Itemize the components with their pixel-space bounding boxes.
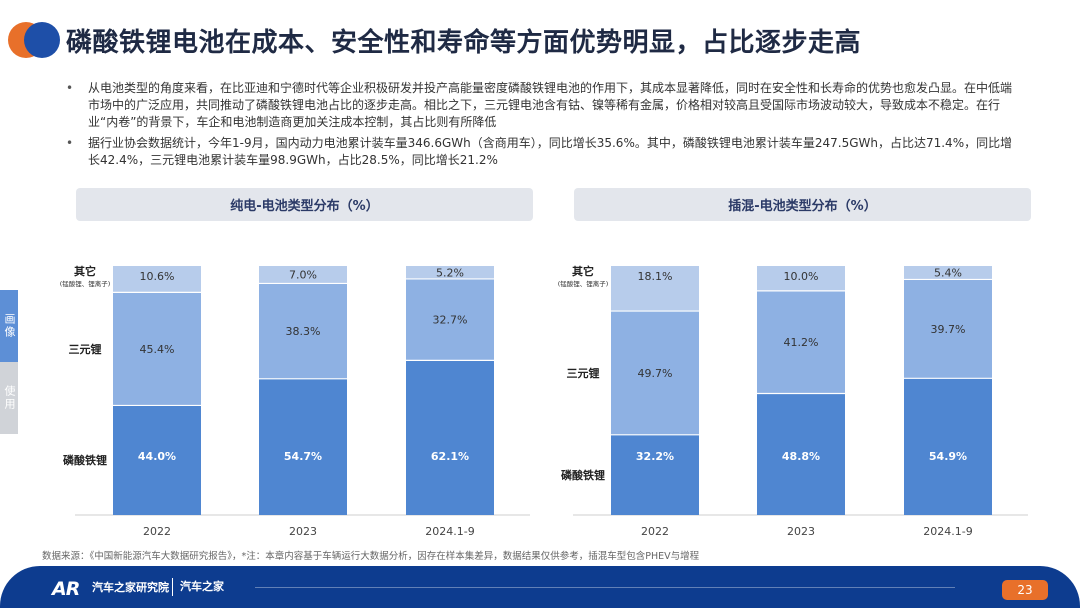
- data-label: 7.0%: [289, 269, 317, 282]
- bev-stacked-bar-chart: 44.0% 45.4% 10.6% 2022 54.7% 38.3% 7.0% 2023 62.…: [60, 264, 530, 538]
- bar-segment: [757, 266, 845, 291]
- data-label: 38.3%: [286, 325, 321, 338]
- bar-segment: [611, 434, 699, 515]
- data-label: 10.0%: [784, 270, 819, 283]
- data-label: 44.0%: [138, 450, 176, 463]
- bullet-list: 从电池类型的角度来看，在比亚迪和宁德时代等企业积极研发并投产高能量密度磷酸铁锂电…: [62, 80, 1022, 173]
- data-label: 10.6%: [140, 270, 175, 283]
- side-tab-portrait[interactable]: 画像: [0, 290, 18, 362]
- data-label: 32.7%: [433, 314, 468, 327]
- blue-dot-icon: [24, 22, 60, 58]
- data-label: 54.9%: [929, 450, 967, 463]
- bar-segment: [406, 278, 494, 361]
- bev-chart-title: 纯电-电池类型分布（%）: [76, 188, 533, 221]
- phev-chart-title: 插混-电池类型分布（%）: [574, 188, 1031, 221]
- bar-segment: [113, 405, 201, 515]
- data-label: 39.7%: [931, 323, 966, 336]
- x-tick-label: 2024.1-9: [425, 525, 474, 538]
- series-note: (锰酸锂、锂离子): [60, 279, 111, 288]
- bullet-item: 据行业协会数据统计，今年1-9月，国内动力电池累计装车量346.6GWh（含商用…: [62, 135, 1022, 169]
- footer-divider: [172, 578, 173, 596]
- footer-bar: AR 汽车之家研究院 汽车之家 23: [0, 566, 1080, 608]
- x-tick-label: 2023: [289, 525, 317, 538]
- series-label: 三元锂: [69, 342, 102, 356]
- data-label: 5.2%: [436, 266, 464, 279]
- data-label: 5.4%: [934, 267, 962, 280]
- bar-segment: [113, 266, 201, 293]
- bar-segment: [611, 266, 699, 312]
- bar-segment: [259, 378, 347, 515]
- footer-brand: 汽车之家研究院: [92, 581, 169, 594]
- phev-stacked-bar-chart: 32.2% 49.7% 18.1% 2022 48.8% 41.2% 10.0% 2023 54…: [558, 264, 1028, 538]
- x-tick-label: 2022: [143, 525, 171, 538]
- series-note: (锰酸锂、锂离子): [558, 279, 609, 288]
- bar-segment: [904, 279, 992, 379]
- data-label: 32.2%: [636, 450, 674, 463]
- x-tick-label: 2022: [641, 525, 669, 538]
- series-label: 磷酸铁锂: [63, 453, 107, 467]
- data-label: 49.7%: [638, 367, 673, 380]
- bar-segment: [757, 290, 845, 394]
- page-title: 磷酸铁锂电池在成本、安全性和寿命等方面优势明显，占比逐步走高: [66, 28, 862, 58]
- bar-segment: [113, 292, 201, 406]
- side-tabs: 画像 使用: [0, 290, 18, 434]
- bar-segment: [904, 266, 992, 280]
- series-label: 三元锂: [567, 366, 600, 380]
- data-label: 18.1%: [638, 270, 673, 283]
- bar-segment: [406, 266, 494, 279]
- bar-segment: [259, 283, 347, 379]
- x-tick-label: 2023: [787, 525, 815, 538]
- bar-segment: [406, 360, 494, 515]
- data-label: 45.4%: [140, 343, 175, 356]
- source-note: 数据来源：《中国新能源汽车大数据研究报告》，*注：本章内容基于车辆运行大数据分析…: [42, 551, 700, 562]
- series-label: 磷酸铁锂: [561, 468, 605, 482]
- title-logo-dots: [8, 22, 60, 58]
- x-tick-label: 2024.1-9: [923, 525, 972, 538]
- data-label: 41.2%: [784, 336, 819, 349]
- bullet-item: 从电池类型的角度来看，在比亚迪和宁德时代等企业积极研发并投产高能量密度磷酸铁锂电…: [62, 80, 1022, 131]
- series-label: 其它: [572, 264, 594, 278]
- page-number: 23: [1002, 580, 1048, 600]
- bar-segment: [611, 311, 699, 435]
- series-label: 其它: [74, 264, 96, 278]
- bar-segment: [757, 393, 845, 515]
- footer-line: [255, 587, 955, 588]
- footer-brand-secondary: 汽车之家: [180, 580, 224, 593]
- bar-segment: [259, 266, 347, 284]
- data-label: 54.7%: [284, 450, 322, 463]
- data-label: 62.1%: [431, 450, 469, 463]
- footer-logo: AR: [52, 578, 80, 600]
- side-tab-usage[interactable]: 使用: [0, 362, 18, 434]
- data-label: 48.8%: [782, 450, 820, 463]
- bar-segment: [904, 378, 992, 515]
